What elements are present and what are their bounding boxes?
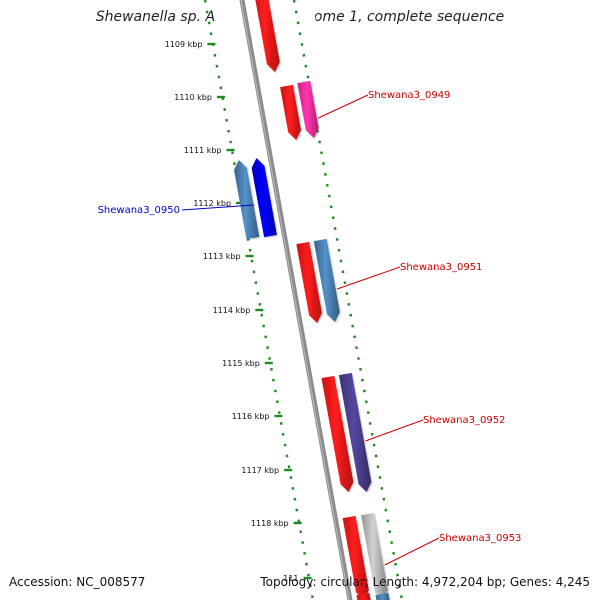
gene-arrow[interactable] bbox=[233, 160, 260, 240]
gene-feature[interactable] bbox=[297, 80, 319, 138]
gene-feature[interactable] bbox=[361, 512, 388, 600]
gene-label[interactable]: Shewana3_0950 bbox=[98, 205, 180, 216]
ruler-tick-label: 1109 kbp bbox=[165, 40, 203, 49]
ruler-tick-label: 1110 kbp bbox=[174, 93, 212, 102]
gene-feature[interactable] bbox=[338, 372, 372, 492]
ruler-tick-label: 1113 kbp bbox=[203, 252, 241, 261]
ruler-dotted-line-left bbox=[203, 0, 315, 600]
gene-arrow[interactable] bbox=[338, 372, 372, 492]
gene-feature[interactable] bbox=[296, 241, 322, 323]
gene-arrow[interactable] bbox=[361, 512, 388, 600]
gene-labels: Shewana3_0949 Shewana3_0950 Shewana3_0951 S… bbox=[98, 90, 521, 566]
gene-label-connector bbox=[365, 419, 424, 442]
gene-arrow[interactable] bbox=[296, 241, 322, 323]
ruler-dotted-line-right bbox=[292, 0, 404, 600]
gene-arrow[interactable] bbox=[280, 84, 302, 140]
gene-arrow[interactable] bbox=[313, 238, 340, 322]
gene-label[interactable]: Shewana3_0951 bbox=[400, 262, 482, 273]
gene-arrow[interactable] bbox=[252, 0, 280, 72]
chromosome-backbone bbox=[239, 0, 353, 600]
gene-arrow[interactable] bbox=[321, 375, 354, 492]
ruler-tick-label: 1112 kbp bbox=[193, 199, 231, 208]
backbone-line bbox=[239, 0, 353, 600]
ruler-dotted-track bbox=[203, 0, 404, 600]
gene-label-connector bbox=[336, 266, 401, 290]
ruler-tick-label: 1118 kbp bbox=[251, 519, 289, 528]
gene-arrow[interactable] bbox=[375, 592, 390, 600]
gene-feature[interactable] bbox=[313, 238, 340, 322]
gene-label-connector bbox=[384, 537, 440, 566]
accession-text: Accession: NC_008577 bbox=[9, 575, 146, 589]
gene-feature[interactable] bbox=[233, 160, 260, 240]
gene-feature[interactable] bbox=[252, 0, 280, 72]
gene-arrow[interactable] bbox=[356, 592, 371, 600]
gene-label-connector bbox=[318, 94, 369, 119]
ruler-tick-label: 1117 kbp bbox=[241, 466, 279, 475]
gene-feature[interactable] bbox=[356, 592, 371, 600]
ruler-tick-label: 1111 kbp bbox=[184, 146, 222, 155]
gene-arrow[interactable] bbox=[342, 515, 369, 600]
gene-label[interactable]: Shewana3_0952 bbox=[423, 415, 505, 426]
gene-arrow[interactable] bbox=[251, 158, 277, 238]
gene-feature[interactable] bbox=[342, 515, 369, 600]
gene-label[interactable]: Shewana3_0949 bbox=[368, 90, 450, 101]
gene-label[interactable]: Shewana3_0953 bbox=[439, 533, 521, 544]
gene-feature[interactable] bbox=[321, 375, 354, 492]
backbone-highlight bbox=[240, 0, 350, 600]
gene-feature[interactable] bbox=[251, 158, 277, 238]
gene-feature[interactable] bbox=[375, 592, 390, 600]
topology-text: Topology: circular; Length: 4,972,204 bp… bbox=[260, 575, 590, 589]
ruler-tick-label: 1115 kbp bbox=[222, 359, 260, 368]
ruler-tick-label: 1116 kbp bbox=[232, 412, 270, 421]
ruler-tick-label: 111 bbox=[283, 574, 298, 583]
gene-label-connector bbox=[181, 204, 254, 211]
ruler-ticks: 1109 kbp 1110 kbp 1111 kbp 1112 kbp 1113 kbp… bbox=[165, 40, 312, 583]
gene-track bbox=[233, 0, 390, 600]
gene-arrow[interactable] bbox=[297, 80, 319, 138]
ruler-tick-label: 1114 kbp bbox=[213, 306, 251, 315]
gene-feature[interactable] bbox=[280, 84, 302, 140]
